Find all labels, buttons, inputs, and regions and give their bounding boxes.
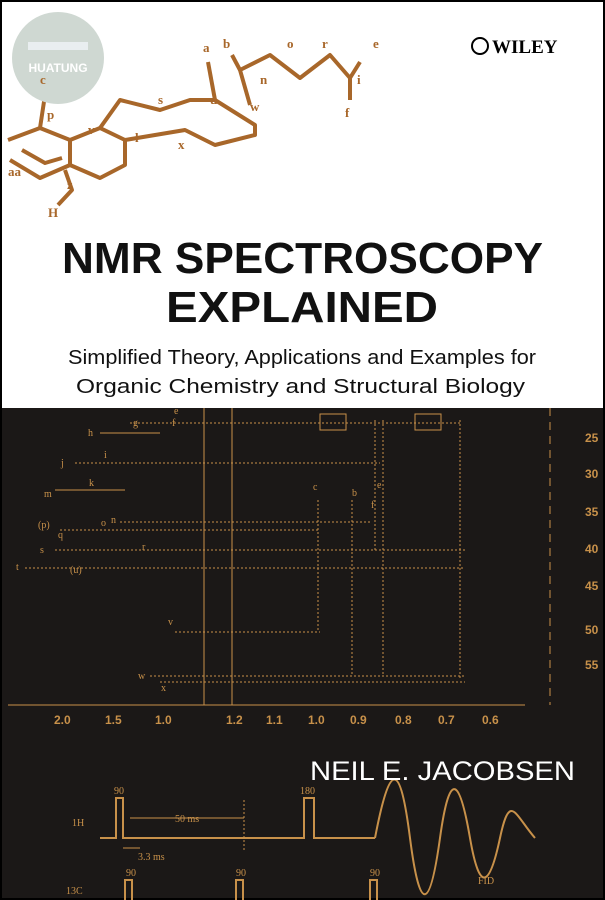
x-tick-label: 1.0 [155, 713, 172, 727]
peak-label: e [377, 480, 382, 491]
peak-label: n [111, 515, 116, 526]
pulse-sequence [100, 778, 536, 900]
peak-label: r [142, 542, 146, 553]
molecule-label: z [67, 177, 73, 192]
peak-label: o [101, 518, 106, 529]
molecule-label: u [210, 92, 217, 107]
molecule-label: s [158, 92, 163, 107]
molecule-label: aa [8, 164, 22, 179]
y-tick-label: 50 [585, 623, 599, 637]
molecule-label: l [135, 130, 139, 145]
peak-label: c [313, 482, 318, 493]
molecule-label: H [48, 205, 58, 220]
y-tick-label: 35 [585, 505, 599, 519]
peak-label: q [58, 530, 63, 541]
y-tick-label: 55 [585, 658, 599, 672]
title-line: NMR SPECTROSCOPY [62, 234, 543, 283]
pulse-label: 50 ms [175, 814, 199, 825]
pulse-label: FID [478, 876, 494, 887]
molecule-label: a [203, 40, 210, 55]
peak-label: s [40, 545, 44, 556]
x-tick-label: 0.7 [438, 713, 455, 727]
peak-label: m [44, 489, 52, 500]
x-tick-label: 1.5 [105, 713, 122, 727]
y-tick-label: 40 [585, 542, 599, 556]
peak-label: w [138, 671, 146, 682]
molecule-label: e [373, 36, 379, 51]
peak-label: i [104, 450, 107, 461]
x-tick-label: 2.0 [54, 713, 71, 727]
molecule-label: w [250, 99, 260, 114]
pulse-label: 3.3 ms [138, 852, 165, 863]
y-tick-label: 30 [585, 467, 599, 481]
molecule-label: f [345, 105, 350, 120]
pulse-label: 1H [72, 818, 84, 829]
peak-label: v [168, 617, 173, 628]
pulse-label: 13C [66, 886, 83, 897]
pulse-label: 90 [236, 868, 246, 879]
molecule-label: r [322, 36, 328, 51]
y-tick-label: 45 [585, 579, 599, 593]
watermark-badge [12, 12, 104, 104]
title-line: EXPLAINED [166, 283, 438, 332]
pulse-label: 180 [300, 786, 315, 797]
x-tick-label: 0.8 [395, 713, 412, 727]
pulse-label: 90 [126, 868, 136, 879]
peak-label: b [352, 488, 357, 499]
pulse-label: 90 [370, 868, 380, 879]
peak-label: e [174, 406, 179, 417]
molecule-label: p [47, 107, 54, 122]
molecule-label: b [223, 36, 230, 51]
molecule-label: c [40, 72, 46, 87]
author: NEIL E. JACOBSEN [310, 756, 575, 786]
y-tick-label: 25 [585, 431, 599, 445]
peak-label: h [88, 428, 93, 439]
molecule-label: o [287, 36, 294, 51]
x-tick-label: 1.1 [266, 713, 283, 727]
peak-label: t [16, 562, 19, 573]
peak-label: (p) [38, 520, 50, 531]
molecule-label: v [88, 122, 95, 137]
peak-label: j [60, 458, 64, 469]
subtitle-line: Organic Chemistry and Structural Biology [76, 376, 525, 398]
spectrum-lines [8, 408, 551, 706]
watermark: HUATUNG [28, 61, 87, 75]
peak-label: g [133, 418, 138, 429]
peak-label: f [371, 500, 375, 511]
peak-label: (u) [70, 565, 82, 576]
x-tick-label: 1.2 [226, 713, 243, 727]
publisher: WILEY [492, 37, 558, 58]
molecule-label: x [178, 137, 185, 152]
x-tick-label: 0.6 [482, 713, 499, 727]
peak-label: k [89, 478, 94, 489]
molecule-label: n [260, 72, 268, 87]
peak-label: f [172, 418, 176, 429]
molecule-label: i [357, 72, 361, 87]
wiley-logo [471, 37, 489, 55]
peak-label: x [161, 683, 166, 694]
x-tick-label: 0.9 [350, 713, 367, 727]
x-tick-label: 1.0 [308, 713, 325, 727]
subtitle-line: Simplified Theory, Applications and Exam… [68, 347, 536, 369]
pulse-label: 90 [114, 786, 124, 797]
